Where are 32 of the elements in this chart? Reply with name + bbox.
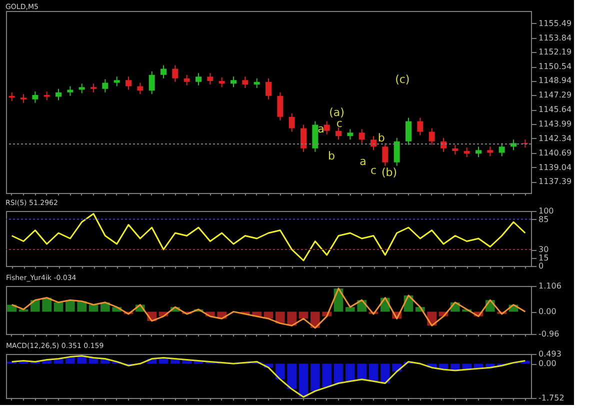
annotation: b: [378, 131, 385, 144]
y-tick-label: 85: [538, 214, 549, 224]
y-tick-label: 0.493: [538, 350, 562, 358]
y-tick-label: 15: [538, 253, 549, 262]
y-tick-label: 1137.39: [538, 177, 572, 186]
y-tick-label: 1147.29: [538, 90, 572, 100]
y-tick-label: 30: [538, 245, 549, 254]
annotation: a: [318, 122, 324, 136]
y-tick-label: 1142.34: [538, 134, 572, 143]
y-tick-label: 0.00: [538, 359, 556, 368]
y-tick-label: 1155.49: [538, 18, 572, 28]
annotation: b: [328, 150, 336, 163]
y-tick-label: 0: [538, 262, 544, 270]
y-tick-label: -1.752: [538, 394, 564, 402]
y-tick-label: 1150.54: [538, 62, 572, 72]
annotation: (a): [329, 106, 344, 119]
annotation: (c): [395, 73, 410, 86]
y-tick-label: 0.00: [538, 307, 556, 316]
annotation: c: [370, 164, 377, 178]
y-tick-label: 100: [538, 206, 554, 216]
y-tick-label: -0.96: [538, 330, 560, 338]
y-tick-label: 1139.04: [538, 162, 572, 172]
y-tick-label: 1145.64: [538, 105, 572, 114]
y-tick-label: 1152.19: [538, 48, 572, 57]
y-tick-label: 1140.69: [538, 148, 572, 158]
y-tick-label: 1153.84: [538, 33, 572, 42]
y-tick-label: 1148.94: [538, 76, 572, 86]
annotation: a: [360, 155, 366, 168]
y-tick-label: 1.106: [538, 282, 562, 290]
annotation: c: [336, 116, 342, 130]
y-tick-label: 1143.99: [538, 119, 572, 128]
annotation: (b): [381, 166, 398, 179]
